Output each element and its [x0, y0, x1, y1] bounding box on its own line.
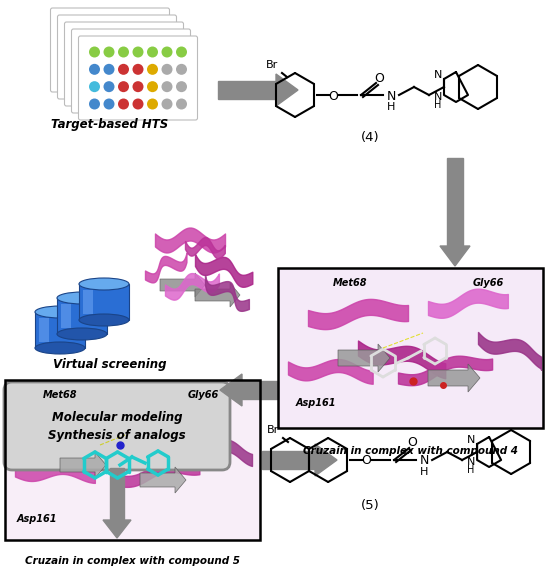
- Text: H: H: [387, 102, 395, 112]
- Text: N: N: [434, 70, 442, 80]
- Polygon shape: [447, 158, 463, 246]
- Bar: [278, 268, 543, 428]
- Text: H: H: [435, 100, 442, 110]
- Text: N: N: [386, 90, 396, 103]
- Circle shape: [147, 81, 158, 92]
- Circle shape: [118, 81, 129, 92]
- Circle shape: [118, 99, 129, 109]
- Polygon shape: [160, 273, 205, 297]
- Text: Met68: Met68: [333, 278, 367, 288]
- Bar: [39, 318, 49, 342]
- FancyBboxPatch shape: [64, 22, 184, 106]
- Text: Cruzain in complex with compound 5: Cruzain in complex with compound 5: [25, 556, 240, 566]
- Text: O: O: [361, 455, 371, 468]
- Text: Molecular modeling
Synthesis of analogs: Molecular modeling Synthesis of analogs: [48, 411, 186, 442]
- Polygon shape: [110, 468, 124, 520]
- Text: Cruzain in complex with compound 4: Cruzain in complex with compound 4: [303, 446, 518, 456]
- Circle shape: [103, 81, 114, 92]
- Circle shape: [147, 46, 158, 57]
- Circle shape: [133, 81, 144, 92]
- Circle shape: [176, 81, 187, 92]
- Circle shape: [89, 99, 100, 109]
- Polygon shape: [262, 451, 315, 469]
- Text: N: N: [467, 435, 475, 445]
- Circle shape: [133, 46, 144, 57]
- Text: (5): (5): [361, 498, 380, 511]
- Text: O: O: [328, 90, 338, 103]
- Bar: [83, 290, 93, 314]
- Circle shape: [162, 99, 173, 109]
- Text: (4): (4): [361, 130, 379, 143]
- Circle shape: [103, 99, 114, 109]
- Polygon shape: [428, 364, 480, 392]
- Circle shape: [176, 46, 187, 57]
- Polygon shape: [140, 467, 186, 493]
- Circle shape: [89, 64, 100, 75]
- Ellipse shape: [35, 342, 85, 354]
- Circle shape: [133, 99, 144, 109]
- Circle shape: [118, 64, 129, 75]
- Polygon shape: [218, 81, 276, 99]
- Bar: [5, 380, 260, 540]
- Ellipse shape: [79, 278, 129, 290]
- Bar: [57, 298, 107, 334]
- Circle shape: [176, 64, 187, 75]
- Text: O: O: [374, 71, 384, 84]
- Polygon shape: [60, 452, 106, 478]
- FancyBboxPatch shape: [58, 15, 176, 99]
- Polygon shape: [338, 344, 390, 372]
- Bar: [5, 380, 260, 540]
- Text: Asp161: Asp161: [17, 514, 58, 524]
- FancyBboxPatch shape: [72, 29, 190, 113]
- Text: O: O: [407, 437, 417, 450]
- Polygon shape: [103, 520, 131, 538]
- Text: Virtual screening: Virtual screening: [53, 358, 166, 371]
- Text: N: N: [434, 92, 442, 102]
- Text: H: H: [420, 467, 428, 477]
- Circle shape: [162, 46, 173, 57]
- Bar: [35, 312, 85, 348]
- Polygon shape: [276, 74, 298, 106]
- Text: Br: Br: [266, 60, 278, 70]
- FancyBboxPatch shape: [4, 382, 230, 470]
- Bar: [79, 284, 129, 320]
- Polygon shape: [195, 283, 240, 307]
- Circle shape: [103, 46, 114, 57]
- Circle shape: [147, 64, 158, 75]
- Circle shape: [162, 81, 173, 92]
- Circle shape: [147, 99, 158, 109]
- Bar: [278, 268, 543, 428]
- Ellipse shape: [57, 328, 107, 340]
- Ellipse shape: [57, 292, 107, 304]
- Text: H: H: [467, 465, 475, 475]
- Polygon shape: [440, 246, 470, 266]
- Text: N: N: [467, 457, 475, 467]
- Circle shape: [89, 46, 100, 57]
- Text: Gly66: Gly66: [473, 278, 504, 288]
- Text: Asp161: Asp161: [296, 398, 336, 408]
- Polygon shape: [315, 444, 337, 476]
- Circle shape: [89, 81, 100, 92]
- FancyBboxPatch shape: [78, 36, 198, 120]
- FancyBboxPatch shape: [51, 8, 169, 92]
- Polygon shape: [242, 381, 278, 399]
- Circle shape: [133, 64, 144, 75]
- Circle shape: [162, 64, 173, 75]
- Bar: [61, 304, 71, 328]
- Text: Br: Br: [267, 425, 279, 435]
- Text: Met68: Met68: [43, 390, 78, 400]
- Ellipse shape: [35, 306, 85, 318]
- Text: Gly66: Gly66: [188, 390, 219, 400]
- Circle shape: [176, 99, 187, 109]
- Circle shape: [103, 64, 114, 75]
- Bar: [278, 268, 543, 428]
- Ellipse shape: [79, 314, 129, 326]
- Circle shape: [118, 46, 129, 57]
- Text: N: N: [420, 455, 429, 468]
- Text: Target-based HTS: Target-based HTS: [52, 118, 169, 131]
- Polygon shape: [220, 374, 242, 406]
